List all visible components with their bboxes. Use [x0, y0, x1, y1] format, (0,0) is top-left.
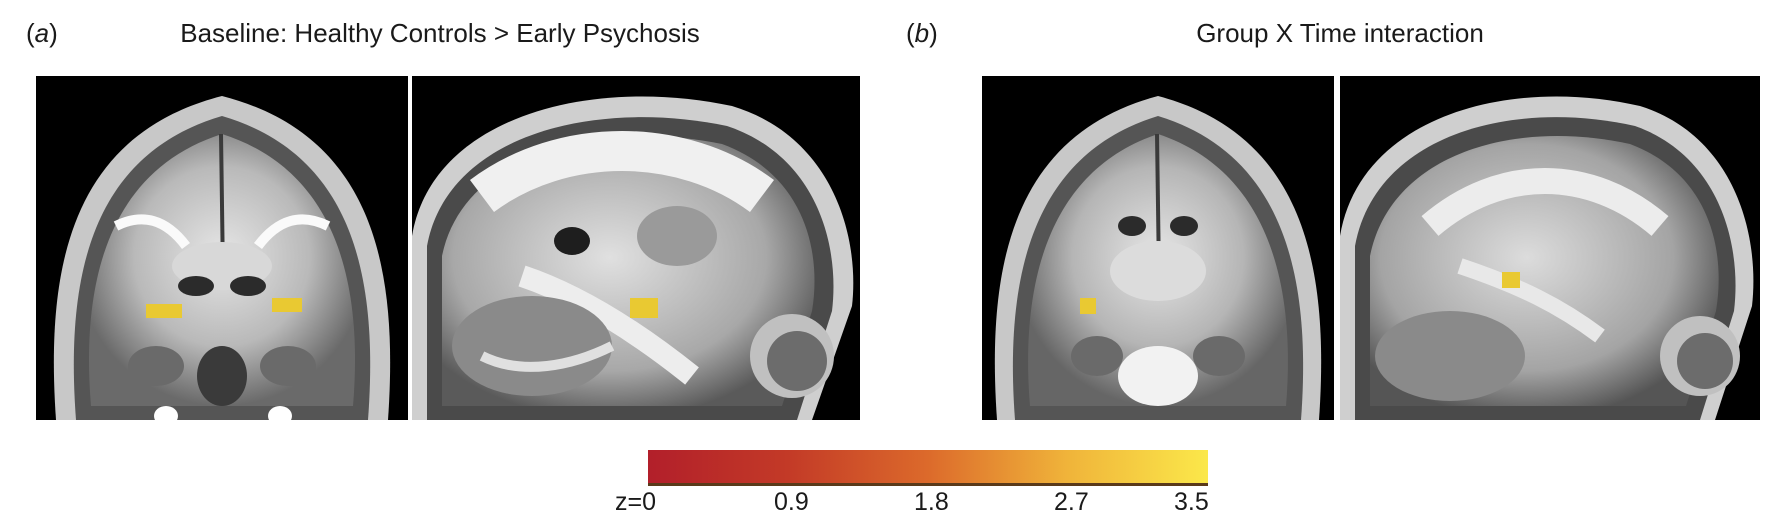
- z-score-colorbar: [648, 450, 1208, 486]
- colorbar-tick-label: 0.9: [774, 488, 809, 516]
- panel-b-label: (b): [906, 18, 938, 48]
- coronal-slice-a: [36, 76, 408, 420]
- panel-b-title: Group X Time interaction: [1196, 18, 1484, 48]
- colorbar-tick-label: 3.5: [1174, 488, 1209, 516]
- sagittal-slice-b: [1340, 76, 1760, 420]
- activation-cluster: [1502, 272, 1520, 288]
- activation-cluster: [630, 298, 658, 318]
- colorbar-tick-label: z=0: [615, 488, 657, 516]
- coronal-slice-b: [982, 76, 1334, 420]
- activation-cluster: [146, 304, 182, 318]
- panel-b-letter: b: [914, 18, 930, 48]
- activation-cluster: [272, 298, 302, 312]
- colorbar-tick-label: 1.8: [914, 488, 949, 516]
- sagittal-slice-a: [412, 76, 860, 420]
- panel-a-letter: a: [34, 18, 50, 48]
- colorbar-tick-label: 2.7: [1054, 488, 1089, 516]
- activation-cluster: [1080, 298, 1096, 314]
- panel-a-label: (a): [26, 18, 58, 48]
- panel-a-title: Baseline: Healthy Controls > Early Psych…: [180, 18, 700, 48]
